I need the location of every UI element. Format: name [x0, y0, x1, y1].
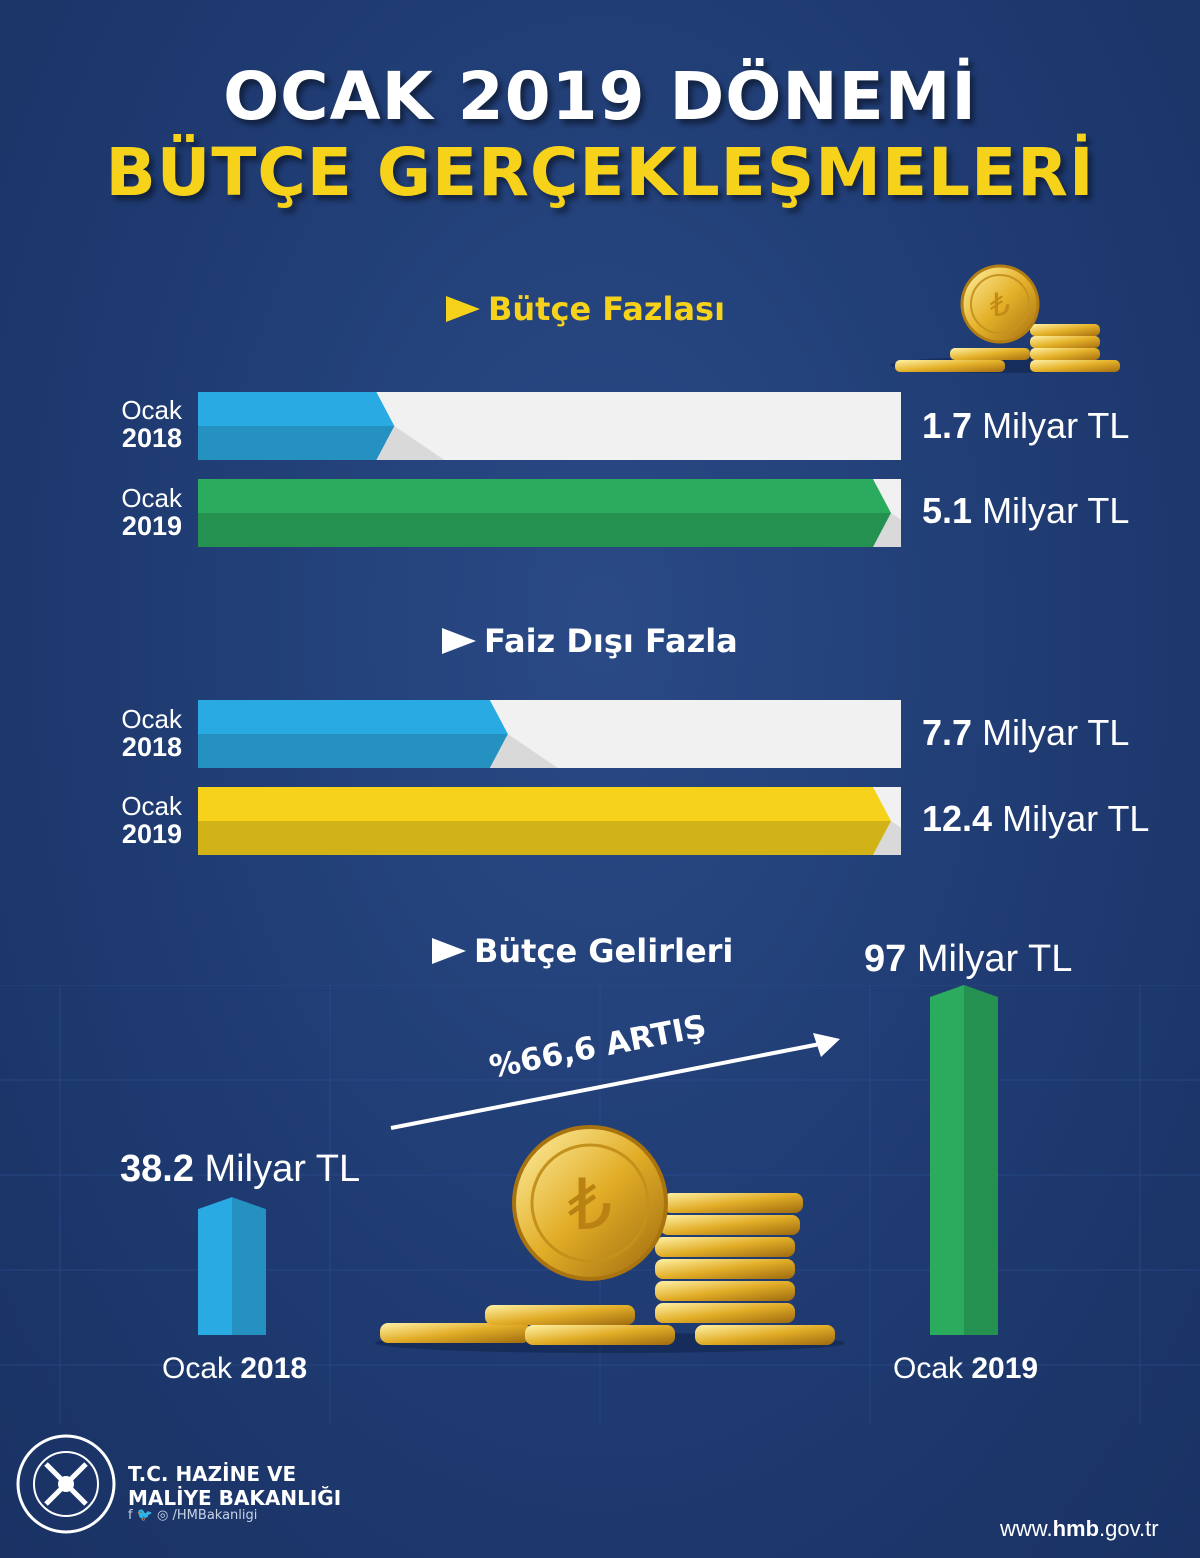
website-link[interactable]: www.hmb.gov.tr [1000, 1516, 1159, 1541]
bar-bottom [198, 426, 395, 460]
bar-shadow [873, 513, 901, 547]
section-heading-butce-fazlasi: Bütçe Fazlası [446, 290, 725, 328]
triangle-icon [442, 628, 476, 654]
bar-top [198, 700, 508, 734]
column-bar-2018 [198, 1197, 266, 1335]
label-gelir-2019: Ocak 2019 [893, 1352, 1039, 1385]
row-label-ocak-2018: Ocak 2018 [121, 395, 182, 453]
bar-fazlasi-2019 [198, 479, 901, 547]
column-bar-2019 [930, 985, 998, 1335]
facebook-icon[interactable]: f [128, 1508, 133, 1523]
bar-track [198, 479, 901, 547]
bar-shadow [376, 426, 445, 460]
bar-bottom [198, 734, 508, 768]
bar-bottom [198, 821, 891, 855]
value-faiz-2019: 12.4 Milyar TL [922, 798, 1150, 839]
ministry-name: T.C. HAZİNE VE MALİYE BAKANLIĞI [128, 1462, 342, 1510]
bar-fazlasi-2018 [198, 392, 445, 460]
instagram-icon[interactable]: ◎ [157, 1508, 169, 1523]
increase-arrow-icon [390, 1033, 840, 1130]
value-faiz-2018: 7.7 Milyar TL [922, 712, 1130, 753]
bar-faiz-2019 [198, 787, 901, 855]
value-gelir-2018: 38.2 Milyar TL [120, 1148, 361, 1190]
page-title-line1: OCAK 2019 DÖNEMİ [223, 58, 977, 135]
value-fazlasi-2018: 1.7 Milyar TL [922, 405, 1130, 446]
coins-icon: ₺ [890, 264, 1120, 373]
label-gelir-2018: Ocak 2018 [162, 1352, 308, 1385]
bar-top [198, 392, 395, 426]
section-heading-butce-gelirleri: Bütçe Gelirleri [432, 932, 733, 970]
bar-shadow [873, 821, 901, 855]
bar-track [198, 700, 901, 768]
page-title-line2: BÜTÇE GERÇEKLEŞMELERİ [105, 134, 1095, 211]
ministry-logo-icon [16, 1434, 116, 1534]
bar-top [198, 479, 891, 513]
social-handles: f 🐦 ◎ /HMBakanligi [128, 1508, 258, 1523]
bar-track [198, 392, 901, 460]
row-label-ocak-2018: Ocak 2018 [121, 704, 182, 762]
section-heading-faiz-disi-fazla: Faiz Dışı Fazla [442, 622, 738, 660]
bar-shadow [489, 734, 558, 768]
row-label-ocak-2019: Ocak 2019 [121, 791, 182, 849]
bar-faiz-2018 [198, 700, 558, 768]
value-gelir-2019: 97 Milyar TL [864, 938, 1073, 980]
twitter-icon[interactable]: 🐦 [136, 1508, 153, 1523]
triangle-icon [446, 296, 480, 322]
triangle-icon [432, 938, 466, 964]
value-fazlasi-2019: 5.1 Milyar TL [922, 490, 1130, 531]
bar-top [198, 787, 891, 821]
butce-gelirleri-chart [198, 985, 998, 1335]
bar-bottom [198, 513, 891, 547]
row-label-ocak-2019: Ocak 2019 [121, 483, 182, 541]
svg-text:₺: ₺ [990, 286, 1010, 324]
coins-icon: ₺ [375, 1125, 845, 1353]
svg-text:₺: ₺ [568, 1164, 613, 1246]
bar-track [198, 787, 901, 855]
